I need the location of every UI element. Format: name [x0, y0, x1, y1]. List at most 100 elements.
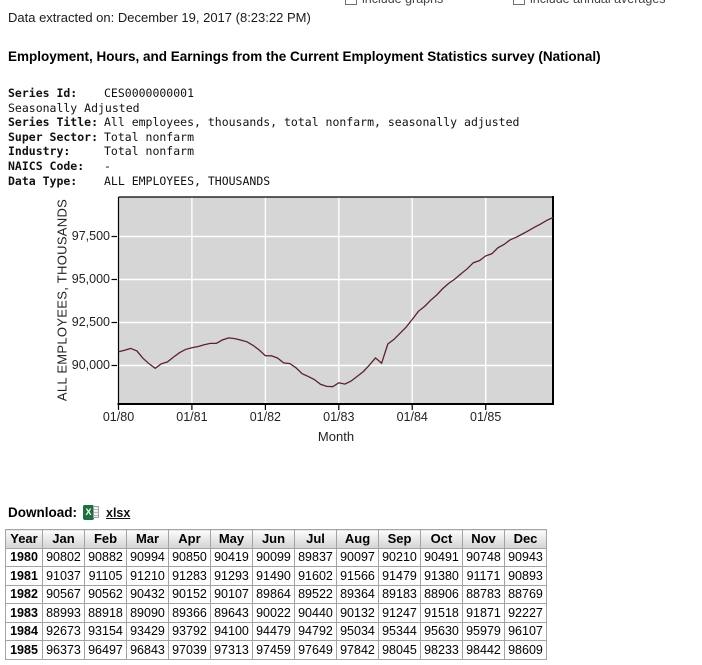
table-year-cell: 1981 [5, 566, 43, 586]
table-value-cell: 90097 [336, 547, 379, 567]
table-value-cell: 91566 [336, 566, 379, 586]
table-row: 1981 91037 91105 91210 91283 91293 91490 91602 9… [5, 566, 547, 586]
table-value-cell: 90210 [378, 547, 421, 567]
table-value-cell: 89366 [168, 603, 211, 623]
table-column-header: Apr [168, 529, 211, 549]
include-annual-averages-checkbox[interactable] [513, 0, 525, 5]
table-value-cell: 97039 [168, 640, 211, 660]
table-value-cell: 93429 [126, 621, 169, 641]
table-value-cell: 95344 [378, 621, 421, 641]
table-value-cell: 92673 [42, 621, 85, 641]
table-row: 1984 92673 93154 93429 93792 94100 94479 94792 9… [5, 621, 547, 641]
table-value-cell: 90567 [42, 584, 85, 604]
series-info-field-label: Series Id: [8, 86, 78, 100]
include-graphs-option[interactable]: include graphs [345, 0, 443, 6]
table-value-cell: 90994 [126, 547, 169, 567]
table-value-cell: 90491 [420, 547, 463, 567]
table-column-header: Jan [42, 529, 85, 549]
y-tick-label: 90,000 [71, 357, 110, 372]
table-value-cell: 88918 [84, 603, 127, 623]
series-info-field-value: CES0000000001 [104, 86, 195, 100]
download-row: Download: X xlsx [8, 505, 130, 520]
table-column-header: Feb [84, 529, 127, 549]
download-label: Download: [8, 505, 77, 520]
x-tick-label: 01/81 [176, 410, 208, 424]
table-header: Year Jan Feb Mar Apr May Jun Jul Aug Sep Oct Nov Dec [5, 529, 547, 549]
table-value-cell: 94100 [210, 621, 253, 641]
table-value-cell: 90440 [294, 603, 337, 623]
x-tick-label: 01/84 [396, 410, 428, 424]
include-graphs-checkbox[interactable] [345, 0, 357, 5]
table-column-header: Mar [126, 529, 169, 549]
y-tick-label: 92,500 [71, 315, 110, 329]
series-info-field-value: - [104, 158, 111, 173]
table-value-cell: 91518 [420, 603, 463, 623]
table-value-cell: 91283 [168, 566, 211, 586]
table-value-cell: 90882 [84, 547, 127, 567]
table-value-cell: 91293 [210, 566, 253, 586]
table-value-cell: 95979 [462, 621, 505, 641]
series-info-line: Seasonally Adjusted [8, 101, 519, 116]
series-info-field-label: Series Title: [8, 115, 99, 130]
table-value-cell: 91380 [420, 566, 463, 586]
x-axis-label: Month [317, 429, 355, 444]
table-value-cell: 91247 [378, 603, 421, 623]
table-value-cell: 98045 [378, 640, 421, 660]
include-annual-averages-option[interactable]: include annual averages [513, 0, 666, 6]
table-value-cell: 97459 [252, 640, 295, 660]
table-value-cell: 89364 [336, 584, 379, 604]
table-value-cell: 93154 [84, 621, 127, 641]
table-value-cell: 89522 [294, 584, 337, 604]
table-value-cell: 94792 [294, 621, 337, 641]
table-value-cell: 91602 [294, 566, 337, 586]
table-value-cell: 93792 [168, 621, 211, 641]
table-value-cell: 90432 [126, 584, 169, 604]
xlsx-download-link[interactable]: xlsx [106, 505, 131, 520]
table-value-cell: 98442 [462, 640, 505, 660]
x-tick-label: 01/83 [323, 410, 355, 424]
series-info: Series Id: CES0000000001 Seasonally Adjust… [8, 86, 519, 188]
table-value-cell: 95034 [336, 621, 379, 641]
table-row: 1985 96373 96497 96843 97039 97313 97459 97649 9… [5, 640, 547, 660]
table-value-cell: 96843 [126, 640, 169, 660]
table-year-cell: 1984 [5, 621, 43, 641]
excel-icon: X [83, 505, 100, 520]
table-value-cell: 90022 [252, 603, 295, 623]
table-value-cell: 90850 [168, 547, 211, 567]
table-row: 1982 90567 90562 90432 90152 90107 89864 89522 8… [5, 584, 547, 604]
table-value-cell: 89090 [126, 603, 169, 623]
table-column-header: Year [5, 529, 43, 549]
table-value-cell: 96497 [84, 640, 127, 660]
table-value-cell: 89643 [210, 603, 253, 623]
table-column-header: Aug [336, 529, 379, 549]
chart-plot-area [111, 196, 554, 410]
table-value-cell: 94479 [252, 621, 295, 641]
table-value-cell: 90099 [252, 547, 295, 567]
series-info-field-value: Seasonally Adjusted [8, 100, 140, 115]
series-info-field-label: Industry: [8, 144, 71, 159]
table-column-header: May [210, 529, 253, 549]
table-value-cell: 97313 [210, 640, 253, 660]
table-value-cell: 96107 [504, 621, 547, 641]
table-value-cell: 90748 [462, 547, 505, 567]
include-graphs-label: include graphs [362, 0, 443, 6]
series-info-line: Industry: Total nonfarm [8, 144, 519, 159]
table-value-cell: 91479 [378, 566, 421, 586]
table-value-cell: 90943 [504, 547, 547, 567]
series-info-line: Series Id: CES0000000001 [8, 86, 519, 101]
table-value-cell: 88769 [504, 584, 547, 604]
series-info-field-value: Total nonfarm [104, 144, 195, 159]
data-extracted-timestamp: Data extracted on: December 19, 2017 (8:… [8, 10, 311, 25]
table-value-cell: 88993 [42, 603, 85, 623]
series-info-line: Data Type: ALL EMPLOYEES, THOUSANDS [8, 174, 519, 189]
x-tick-label: 01/82 [249, 410, 281, 424]
table-value-cell: 90152 [168, 584, 211, 604]
series-info-line: NAICS Code: - [8, 159, 519, 174]
y-tick-label: 95,000 [71, 272, 110, 287]
table-value-cell: 95630 [420, 621, 463, 641]
series-info-field-label: NAICS Code: [8, 158, 85, 173]
table-value-cell: 98609 [504, 640, 547, 660]
table-row: 1980 90802 90882 90994 90850 90419 90099 89837 9… [5, 547, 547, 567]
table-value-cell: 91171 [462, 566, 505, 586]
employment-data-table: Year Jan Feb Mar Apr May Jun Jul Aug Sep Oct Nov Dec… [5, 529, 547, 660]
